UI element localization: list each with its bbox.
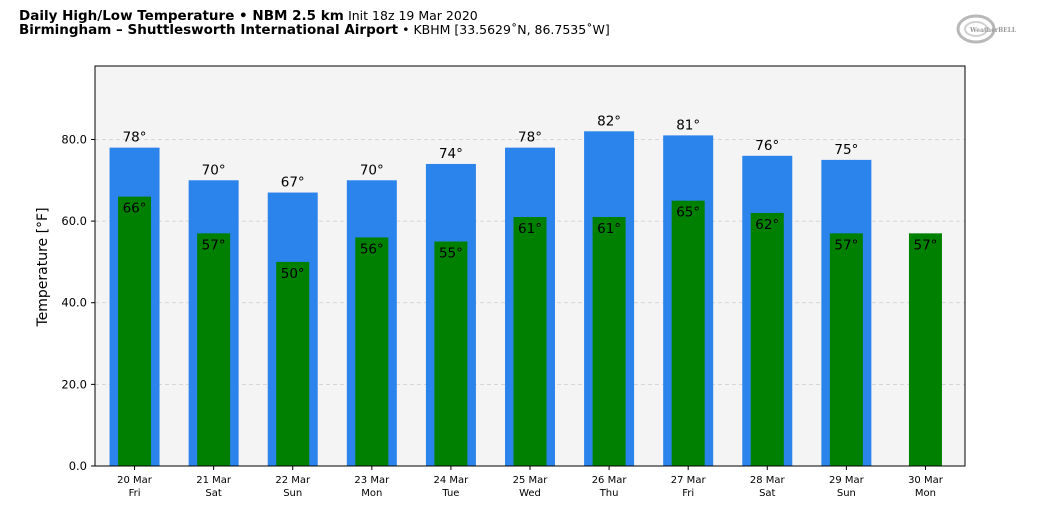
station-info: KBHM [33.5629˚N, 86.7535˚W]	[413, 22, 610, 37]
x-tick-date: 30 Mar	[908, 475, 944, 486]
high-temp-label: 70°	[202, 162, 226, 178]
x-tick-date: 24 Mar	[434, 475, 470, 486]
low-temp-label: 66°	[123, 201, 147, 217]
location-name: Birmingham – Shuttlesworth International…	[19, 22, 399, 38]
location-bullet: •	[398, 22, 414, 37]
low-temp-label: 61°	[518, 221, 542, 237]
low-temp-label: 55°	[439, 246, 463, 262]
low-temp-bar	[276, 261, 310, 466]
x-tick-day: Thu	[599, 488, 619, 499]
low-temp-bar	[197, 233, 231, 466]
low-temp-label: 57°	[834, 237, 858, 253]
low-temp-bar	[671, 200, 705, 466]
low-temp-label: 65°	[676, 205, 700, 221]
x-tick-date: 20 Mar	[117, 475, 153, 486]
logo-text: WeatherBELL	[969, 27, 1017, 34]
bar-labels: 78° 66° 70° 57° 67° 50° 70° 56° 74° 55° 78° 61° 82° 6…	[123, 113, 938, 282]
plot-frame	[94, 65, 966, 467]
chart-header: Daily High/Low Temperature • NBM 2.5 km …	[19, 8, 610, 38]
low-temp-bar	[355, 237, 389, 466]
init-time: Init 18z 19 Mar 2020	[348, 8, 478, 23]
x-tick-day: Mon	[361, 488, 382, 499]
high-temp-label: 78°	[518, 130, 542, 146]
y-axis: 0.0 20.0 40.0 60.0 80.0	[61, 132, 95, 473]
y-tick-label: 80.0	[61, 132, 87, 146]
high-temp-label: 70°	[360, 162, 384, 178]
x-tick-day: Wed	[519, 488, 541, 499]
x-tick-day: Fri	[682, 488, 694, 499]
x-tick-date: 29 Mar	[829, 475, 865, 486]
title-bullet: •	[234, 8, 253, 24]
x-tick-day: Sat	[759, 488, 775, 499]
x-tick-date: 27 Mar	[671, 475, 707, 486]
x-tick-date: 22 Mar	[275, 475, 311, 486]
bars	[109, 131, 942, 467]
high-temp-label: 81°	[676, 117, 700, 133]
low-temp-label: 56°	[360, 241, 384, 257]
high-temp-label: 76°	[755, 138, 779, 154]
x-tick-date: 28 Mar	[750, 475, 786, 486]
low-temp-label: 61°	[597, 221, 621, 237]
low-temp-bar	[592, 217, 626, 466]
chart-title: Daily High/Low Temperature	[19, 8, 235, 24]
x-tick-date: 25 Mar	[513, 475, 549, 486]
model-name: NBM 2.5 km	[252, 8, 344, 24]
x-tick-day: Tue	[441, 488, 459, 499]
low-temp-label: 57°	[202, 237, 226, 253]
low-temp-bar	[118, 196, 152, 466]
x-tick-date: 21 Mar	[196, 475, 232, 486]
high-temp-label: 74°	[439, 146, 463, 162]
low-temp-label: 62°	[755, 217, 779, 233]
x-tick-date: 23 Mar	[354, 475, 390, 486]
low-temp-bar	[513, 217, 547, 466]
y-tick-label: 0.0	[69, 459, 87, 473]
x-tick-day: Mon	[915, 488, 936, 499]
low-temp-label: 57°	[913, 237, 937, 253]
x-tick-day: Sun	[283, 488, 302, 499]
low-temp-bar	[829, 233, 863, 466]
x-axis: 20 Mar Fri 21 Mar Sat 22 Mar Sun 23 Mar Mon 24 M…	[117, 466, 944, 499]
y-tick-label: 40.0	[61, 296, 87, 310]
x-tick-day: Sat	[205, 488, 221, 499]
high-temp-label: 82°	[597, 113, 621, 129]
x-tick-day: Fri	[129, 488, 141, 499]
low-temp-bar	[750, 212, 784, 466]
high-temp-label: 78°	[123, 130, 147, 146]
weatherbell-logo: WeatherBELL	[956, 14, 1017, 44]
y-tick-label: 20.0	[61, 377, 87, 391]
title-row: Daily High/Low Temperature • NBM 2.5 km …	[19, 8, 610, 24]
low-temp-bar	[908, 233, 942, 466]
low-temp-label: 50°	[281, 266, 305, 282]
y-tick-label: 60.0	[61, 214, 87, 228]
high-temp-label: 75°	[834, 142, 858, 158]
x-tick-day: Sun	[837, 488, 856, 499]
high-temp-label: 67°	[281, 175, 305, 191]
low-temp-bar	[434, 241, 468, 466]
x-tick-date: 26 Mar	[592, 475, 628, 486]
y-axis-label: Temperature [°F]	[35, 207, 51, 327]
location-row: Birmingham – Shuttlesworth International…	[19, 22, 610, 38]
